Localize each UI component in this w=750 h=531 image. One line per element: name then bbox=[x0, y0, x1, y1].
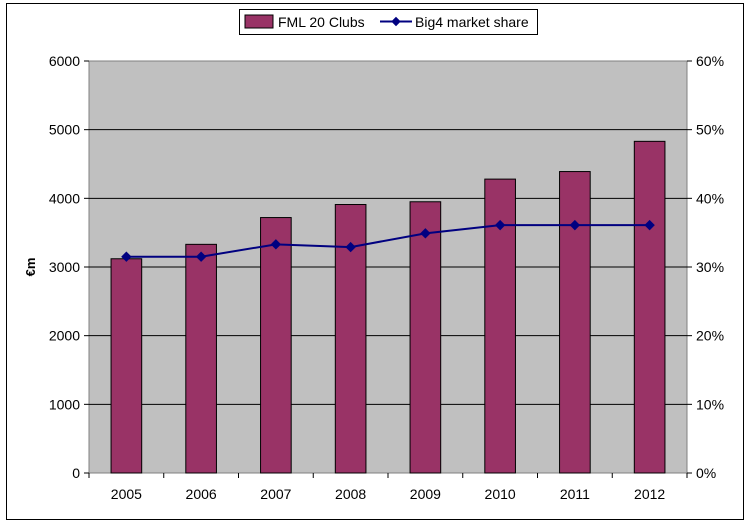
legend-bar-label: FML 20 Clubs bbox=[278, 14, 365, 30]
x-tick-label: 2009 bbox=[410, 486, 441, 502]
line-marker bbox=[195, 251, 207, 262]
x-tick-label: 2010 bbox=[485, 486, 516, 502]
y-right-tick-label: 30% bbox=[696, 259, 724, 275]
line-marker bbox=[644, 219, 655, 231]
line-series bbox=[121, 219, 655, 262]
legend-line-label: Big4 market share bbox=[415, 14, 529, 30]
y-right-tick-label: 50% bbox=[696, 122, 724, 138]
y-right-tick-label: 20% bbox=[696, 328, 724, 344]
bar bbox=[633, 140, 666, 474]
y-left-tick-label: 0 bbox=[72, 465, 80, 481]
y-axis-left-ticks: 0 1000 2000 3000 4000 5000 6000 bbox=[49, 53, 89, 481]
x-tick-label: 2008 bbox=[335, 486, 366, 502]
y-axis-left-label: €m bbox=[23, 258, 38, 277]
y-right-tick-label: 0% bbox=[696, 465, 716, 481]
bar bbox=[110, 258, 143, 474]
y-left-tick-label: 3000 bbox=[49, 259, 80, 275]
bar bbox=[409, 201, 442, 474]
y-right-tick-label: 40% bbox=[696, 190, 724, 206]
line-marker bbox=[270, 239, 282, 250]
line-marker bbox=[420, 228, 431, 239]
bar bbox=[185, 243, 217, 474]
line-marker bbox=[121, 251, 132, 262]
legend-bar-swatch bbox=[244, 14, 274, 29]
y-left-tick-label: 4000 bbox=[49, 190, 80, 206]
bar bbox=[260, 217, 292, 474]
y-left-tick-label: 2000 bbox=[49, 328, 80, 344]
x-tick-label: 2012 bbox=[634, 486, 665, 502]
x-tick-label: 2006 bbox=[186, 486, 217, 502]
x-tick-label: 2007 bbox=[260, 486, 291, 502]
x-tick-label: 2011 bbox=[560, 486, 590, 502]
bar bbox=[559, 171, 591, 474]
y-left-tick-label: 6000 bbox=[49, 53, 80, 69]
y-right-tick-label: 10% bbox=[696, 396, 724, 412]
y-left-tick-label: 1000 bbox=[49, 396, 80, 412]
y-left-tick-label: 5000 bbox=[49, 122, 80, 138]
line-marker bbox=[494, 219, 506, 231]
series-line bbox=[126, 224, 650, 258]
legend-line-marker bbox=[391, 16, 401, 27]
y-axis-right-ticks: 0% 10% 20% 30% 40% 50% 60% bbox=[687, 53, 724, 481]
line-marker bbox=[345, 241, 356, 253]
legend: FML 20 Clubs Big4 market share bbox=[239, 9, 538, 35]
x-axis-ticks: 2005 2006 2007 2008 2009 2010 2011 2012 bbox=[88, 473, 688, 502]
bar bbox=[334, 204, 367, 474]
y-right-tick-label: 60% bbox=[696, 53, 724, 69]
line-marker bbox=[569, 219, 581, 231]
x-tick-label: 2005 bbox=[111, 486, 142, 502]
